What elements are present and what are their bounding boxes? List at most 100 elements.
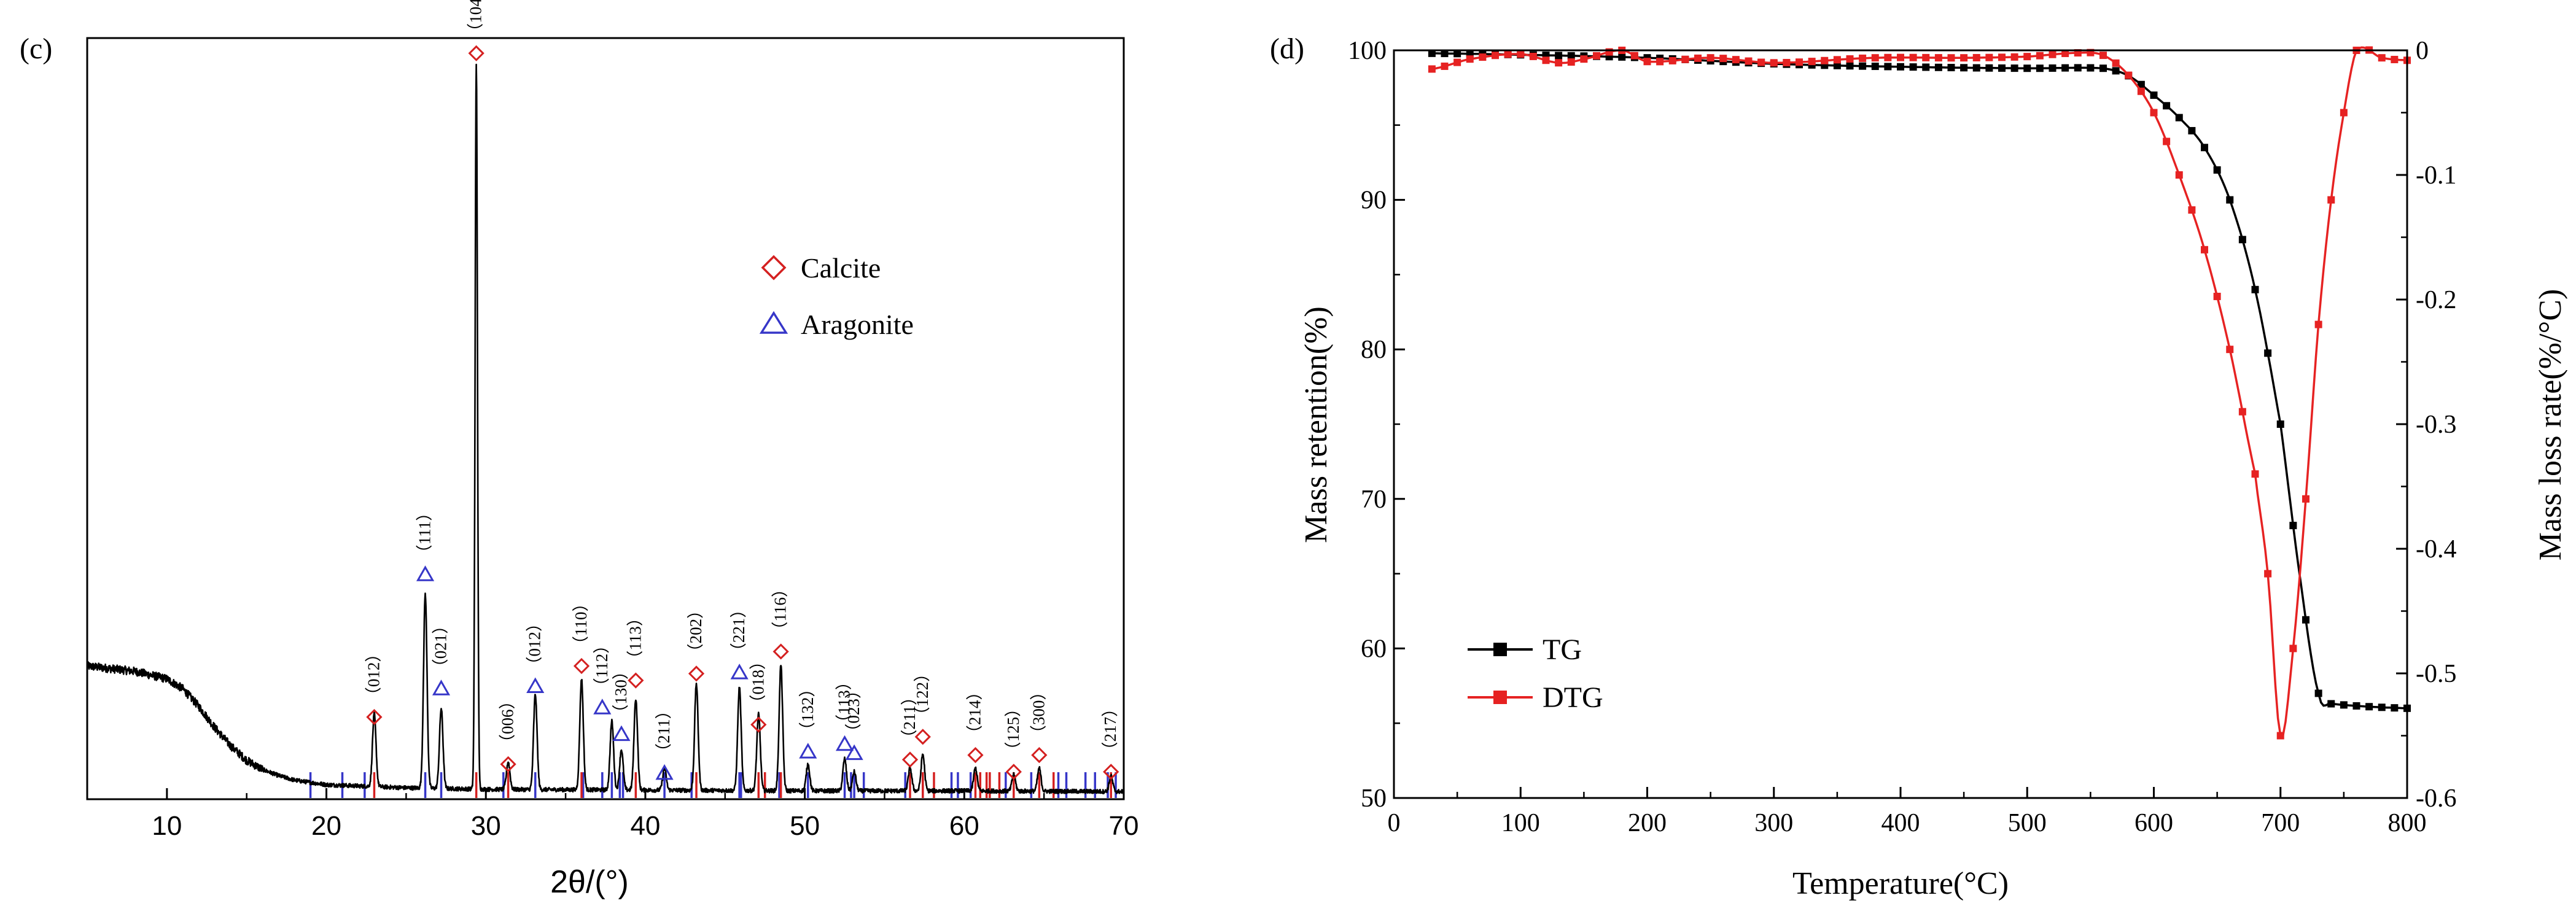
hkl-label: （211）: [655, 702, 673, 760]
tg-right-tick-label: -0.5: [2416, 660, 2457, 688]
hkl-label: （300）: [1029, 684, 1048, 742]
calcite-peak-marker: [914, 729, 931, 745]
dtg-point: [1706, 54, 1714, 62]
tg-left-axis-title: Mass retention(%): [1299, 306, 1334, 543]
calcite-peak-marker: [500, 756, 516, 773]
hkl-label: （023）: [844, 682, 863, 740]
tg-right-tick-label: -0.1: [2416, 161, 2457, 190]
calcite-peak-marker: [366, 708, 383, 726]
tg-left-tick-label: 60: [1361, 635, 1387, 663]
dtg-point: [1783, 59, 1791, 67]
dtg-point: [2238, 408, 2246, 416]
tg-point: [2314, 689, 2322, 697]
dtg-point: [1985, 53, 1993, 61]
dtg-point: [1567, 58, 1575, 66]
tg-point: [1441, 50, 1449, 58]
tg-dtg-panel: (d) 0 100 200 300 400 500 600 700 800 50 60 70 80 90 1…: [1270, 33, 2568, 901]
hkl-label: （113）: [835, 673, 854, 731]
xrd-pattern-line: [86, 63, 1125, 795]
tg-point: [2087, 64, 2095, 72]
xrd-panel: (c) 10 20 30 40 50 60 70 （012） （111） （021） （104） （…: [20, 0, 1138, 900]
panel-label-d: (d): [1270, 33, 1304, 65]
tg-x-tick-label: 700: [2261, 809, 2300, 837]
hkl-label: （221）: [730, 602, 748, 660]
tg-point: [2327, 700, 2335, 708]
tg-dtg-legend: TG DTG: [1468, 633, 1603, 714]
tg-right-tick-label: 0: [2416, 37, 2429, 65]
aragonite-peak-marker: [799, 743, 817, 759]
dtg-point: [1947, 54, 1955, 62]
dtg-point: [2391, 55, 2399, 63]
tg-point: [2226, 196, 2234, 204]
tg-point: [1859, 62, 1867, 70]
dtg-point: [1745, 57, 1753, 65]
dtg-point: [1681, 55, 1689, 63]
tg-point: [2213, 166, 2221, 174]
hkl-label: （112）: [593, 637, 611, 695]
tg-point: [2163, 102, 2171, 110]
hkl-label: （012）: [364, 646, 383, 704]
tg-left-tick-label: 70: [1361, 486, 1387, 514]
dtg-point: [1732, 56, 1740, 64]
tg-point: [1960, 64, 1968, 72]
xrd-legend: Calcite Aragonite: [759, 252, 914, 340]
dtg-point: [1846, 55, 1854, 63]
dtg-point: [1808, 58, 1816, 66]
calcite-peak-marker: [1005, 764, 1022, 780]
dtg-point: [2213, 292, 2221, 300]
tg-point: [2289, 522, 2297, 530]
tg-point: [2137, 80, 2145, 88]
tg-point: [2302, 616, 2309, 624]
dtg-point: [2125, 71, 2133, 79]
dtg-point: [1479, 53, 1487, 61]
dtg-legend-label: DTG: [1543, 681, 1603, 714]
dtg-point: [2099, 52, 2107, 60]
dtg-point: [2264, 570, 2272, 578]
tg-point: [1618, 53, 1626, 61]
dtg-point: [2036, 52, 2044, 60]
xrd-x-tick-label: 60: [949, 811, 979, 841]
xrd-x-tick-label: 50: [790, 811, 820, 841]
tg-legend-label: TG: [1543, 633, 1582, 666]
tg-point: [1998, 64, 2006, 72]
tg-x-tick-label: 500: [2008, 809, 2047, 837]
dtg-point: [1441, 62, 1449, 70]
dtg-point: [2378, 54, 2386, 62]
tg-x-axis-title: Temperature(°C): [1792, 866, 2009, 901]
tg-point: [2352, 702, 2360, 710]
tg-line: [1431, 52, 2408, 710]
tg-x-tick-label: 0: [1388, 809, 1401, 837]
hkl-label: （130）: [612, 663, 630, 721]
tg-point: [1428, 49, 1436, 57]
dtg-point: [1972, 53, 1980, 61]
calcite-peak-marker: [1103, 764, 1119, 780]
tg-point: [2023, 64, 2031, 72]
xrd-x-axis-title: 2θ/(°): [550, 864, 629, 900]
tg-right-tick-label: -0.6: [2416, 784, 2457, 813]
tg-left-tick-label: 80: [1361, 336, 1387, 364]
tg-plot-frame: [1393, 49, 2408, 799]
tg-x-tick-label: 800: [2388, 809, 2427, 837]
dtg-point: [2163, 137, 2171, 145]
tg-point: [2201, 144, 2208, 152]
xrd-plot-frame: [86, 37, 1125, 800]
dtg-point: [2340, 109, 2348, 117]
xrd-x-tick-label: 30: [471, 811, 501, 841]
tg-point: [2175, 114, 2183, 122]
tg-point: [1453, 50, 1461, 58]
aragonite-peak-marker: [416, 565, 435, 581]
dtg-point: [1884, 53, 1892, 61]
dtg-point: [1643, 58, 1651, 66]
tg-point: [1846, 62, 1854, 70]
tg-point: [1934, 63, 1942, 71]
tg-point: [2391, 704, 2399, 712]
dtg-point: [2049, 50, 2057, 58]
calcite-peak-marker: [967, 746, 984, 764]
tg-point: [1833, 61, 1841, 69]
tg-x-tick-label: 400: [1881, 809, 1920, 837]
hkl-label: （021）: [432, 618, 450, 676]
tg-left-tick-label: 90: [1361, 187, 1387, 215]
hkl-label: （122）: [913, 665, 932, 724]
dtg-point: [1719, 55, 1727, 63]
dtg-point: [2188, 206, 2196, 214]
